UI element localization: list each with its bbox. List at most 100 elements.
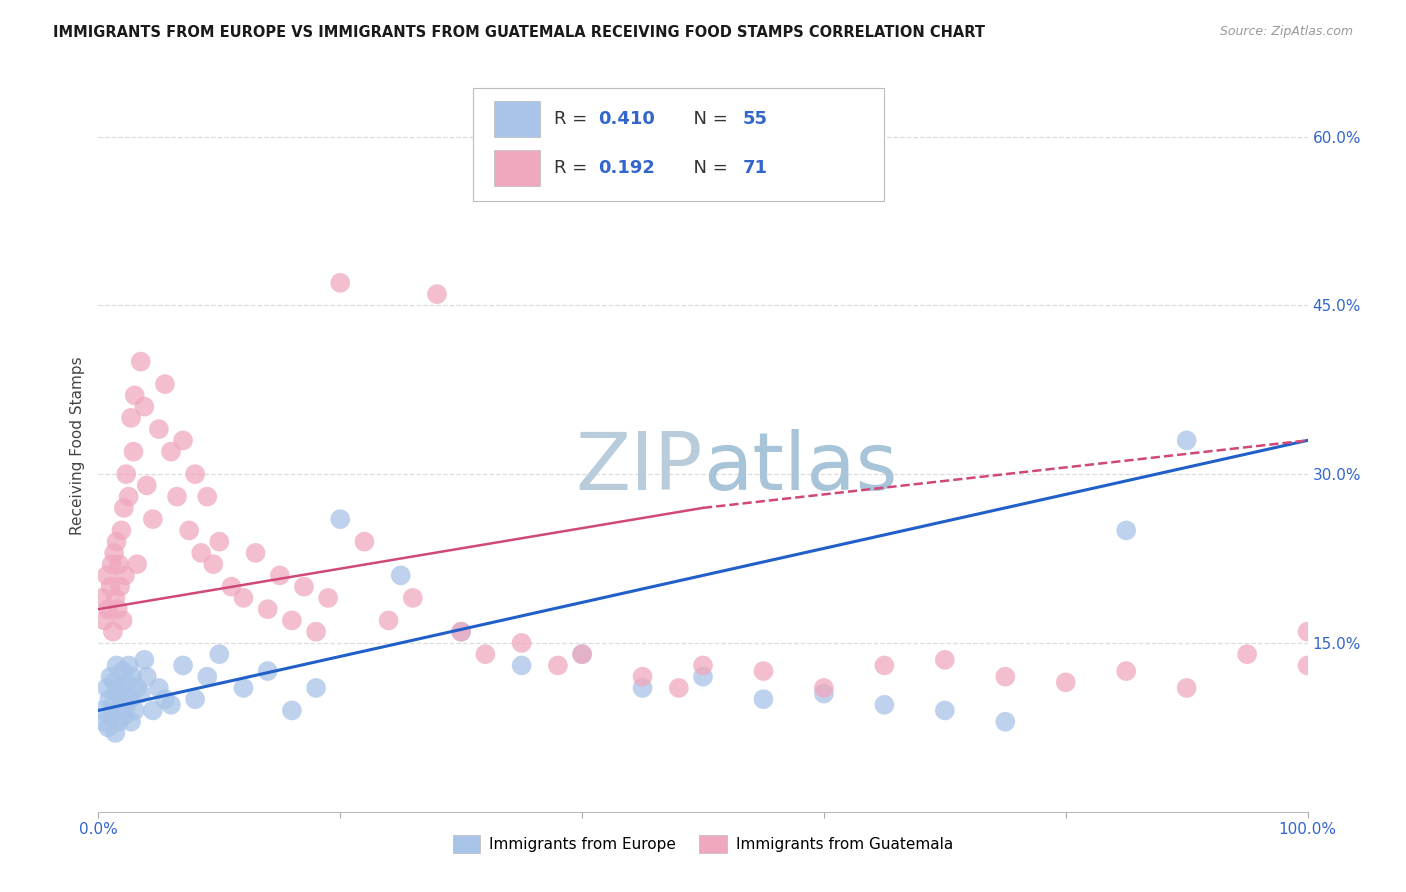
Point (316, 591, 339, 605)
Point (160, 698, 183, 712)
Point (172, 434, 194, 448)
Point (245, 546, 267, 560)
Point (112, 500, 135, 515)
Point (111, 664, 134, 678)
Point (813, 687, 835, 701)
Point (93, 714, 115, 729)
Point (1296, 624, 1319, 639)
Point (135, 670, 157, 684)
Point (100, 580, 122, 594)
Point (631, 681, 654, 695)
Point (127, 557, 149, 571)
Point (571, 647, 593, 661)
Text: N =: N = (682, 159, 734, 177)
Point (100, 709, 122, 723)
Point (134, 653, 156, 667)
Point (195, 490, 218, 504)
Point (93, 614, 115, 628)
Point (202, 557, 225, 571)
FancyBboxPatch shape (494, 151, 540, 186)
Point (184, 692, 207, 706)
Point (124, 703, 146, 717)
Point (124, 388, 146, 402)
Point (172, 658, 194, 673)
Text: R =: R = (554, 110, 593, 128)
Text: ZIP: ZIP (575, 429, 703, 507)
Text: Source: ZipAtlas.com: Source: ZipAtlas.com (1219, 25, 1353, 38)
Point (232, 681, 254, 695)
Y-axis label: Receiving Food Stamps: Receiving Food Stamps (69, 357, 84, 535)
Point (232, 591, 254, 605)
Text: R =: R = (554, 159, 593, 177)
Point (104, 591, 127, 605)
Point (129, 354, 152, 368)
Point (104, 726, 127, 740)
Point (114, 692, 136, 706)
Point (129, 687, 152, 701)
Point (474, 647, 496, 661)
Point (221, 580, 243, 594)
Point (100, 670, 122, 684)
Point (122, 444, 145, 458)
Point (110, 681, 132, 695)
Point (120, 410, 142, 425)
Text: 71: 71 (742, 159, 768, 177)
Text: 0.410: 0.410 (598, 110, 655, 128)
Point (103, 675, 125, 690)
Point (195, 670, 218, 684)
Point (305, 681, 328, 695)
Point (97, 602, 120, 616)
FancyBboxPatch shape (474, 87, 884, 201)
Point (118, 658, 141, 673)
Text: 0.192: 0.192 (598, 159, 655, 177)
Point (1296, 658, 1319, 673)
Point (510, 658, 533, 673)
Point (692, 670, 714, 684)
Point (292, 580, 315, 594)
Point (98, 692, 121, 706)
Point (873, 698, 896, 712)
Point (426, 287, 449, 301)
Point (934, 653, 956, 667)
Point (571, 647, 593, 661)
Point (115, 467, 138, 482)
Point (118, 692, 141, 706)
Point (692, 658, 714, 673)
Point (110, 524, 132, 538)
Point (91, 591, 114, 605)
Point (547, 658, 569, 673)
Point (135, 478, 157, 492)
Point (813, 681, 835, 695)
Point (97, 720, 120, 734)
Point (190, 546, 212, 560)
Point (96, 568, 118, 582)
Point (101, 624, 124, 639)
Point (100, 557, 122, 571)
Point (121, 670, 143, 684)
Point (389, 568, 412, 582)
Point (107, 687, 129, 701)
Point (994, 714, 1017, 729)
Point (281, 703, 304, 717)
Point (668, 681, 690, 695)
Point (305, 624, 328, 639)
Point (105, 534, 128, 549)
Point (450, 624, 472, 639)
Point (179, 524, 201, 538)
Point (112, 709, 135, 723)
Point (208, 647, 231, 661)
Point (402, 591, 425, 605)
Point (107, 602, 129, 616)
Point (108, 580, 131, 594)
Point (873, 658, 896, 673)
Point (353, 534, 375, 549)
Point (1115, 664, 1137, 678)
Point (281, 614, 304, 628)
Point (153, 692, 176, 706)
Point (111, 614, 134, 628)
Point (120, 714, 142, 729)
Point (148, 422, 170, 436)
Point (127, 681, 149, 695)
Point (103, 546, 125, 560)
Point (91, 703, 114, 717)
